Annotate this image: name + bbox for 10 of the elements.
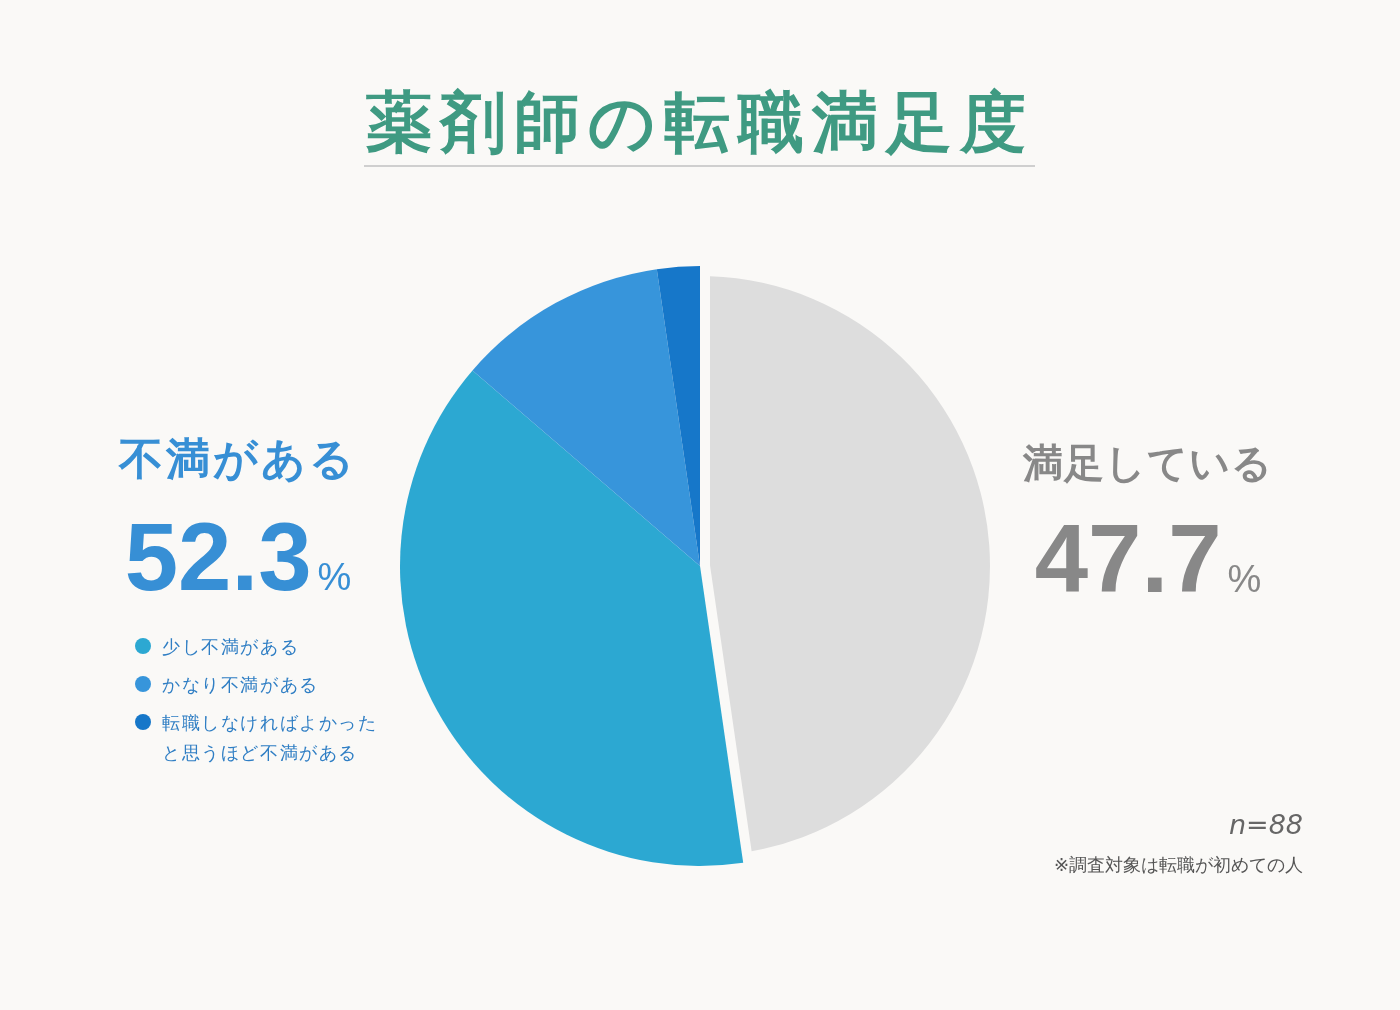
legend-label: かなり不満がある — [162, 674, 319, 695]
legend-label: 転職しなければよかったと思うほど不満がある — [162, 712, 378, 763]
text: 52.3% — [124, 503, 352, 610]
text: 不満がある — [118, 433, 357, 484]
slice-label: 満足している — [1022, 440, 1273, 486]
text: ※調査対象は転職が初めての人 — [1053, 854, 1303, 875]
text: n=88 — [1228, 809, 1303, 840]
data-label: 47.7% — [1034, 505, 1262, 612]
chart-title: 薬剤師の転職満足度 — [366, 84, 1034, 161]
legend-label: 少し不満がある — [162, 636, 300, 657]
